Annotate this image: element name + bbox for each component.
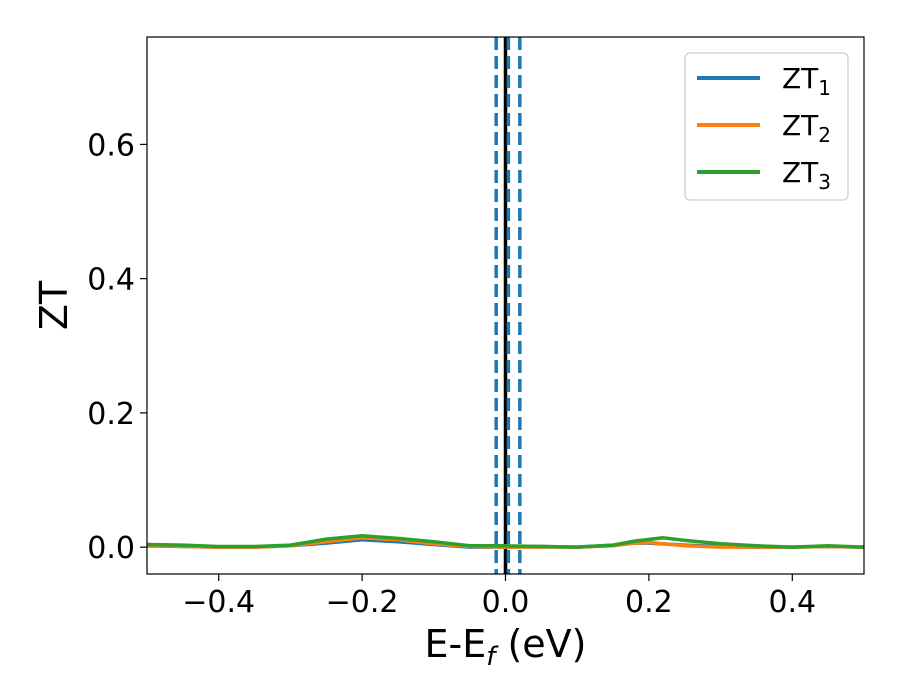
x-tick-label: 0.2 bbox=[625, 585, 673, 620]
legend-label: ZT2 bbox=[782, 109, 831, 147]
legend-label: ZT1 bbox=[782, 62, 831, 100]
series-line-3 bbox=[147, 533, 864, 549]
y-tick-label: 0.0 bbox=[87, 531, 135, 566]
legend-box bbox=[684, 52, 849, 201]
series-layer bbox=[147, 533, 864, 549]
y-tick-label: 0.4 bbox=[87, 263, 135, 298]
y-tick-label: 0.2 bbox=[87, 397, 135, 432]
x-tick-label: −0.2 bbox=[326, 585, 399, 620]
reference-lines bbox=[494, 37, 522, 574]
x-tick-label: 0.0 bbox=[482, 585, 530, 620]
legend-label: ZT3 bbox=[782, 156, 831, 194]
y-axis-label: ZT bbox=[32, 280, 76, 330]
x-tick-label: −0.4 bbox=[182, 585, 255, 620]
x-axis: −0.4 −0.2 0.0 0.2 0.4 bbox=[182, 574, 816, 620]
y-tick-label: 0.6 bbox=[87, 128, 135, 163]
x-axis-label: E-Ef (eV) bbox=[425, 622, 587, 672]
y-axis: 0.0 0.2 0.4 0.6 bbox=[87, 128, 147, 566]
legend: ZT1 ZT2 ZT3 bbox=[684, 52, 849, 201]
x-tick-label: 0.4 bbox=[768, 585, 816, 620]
